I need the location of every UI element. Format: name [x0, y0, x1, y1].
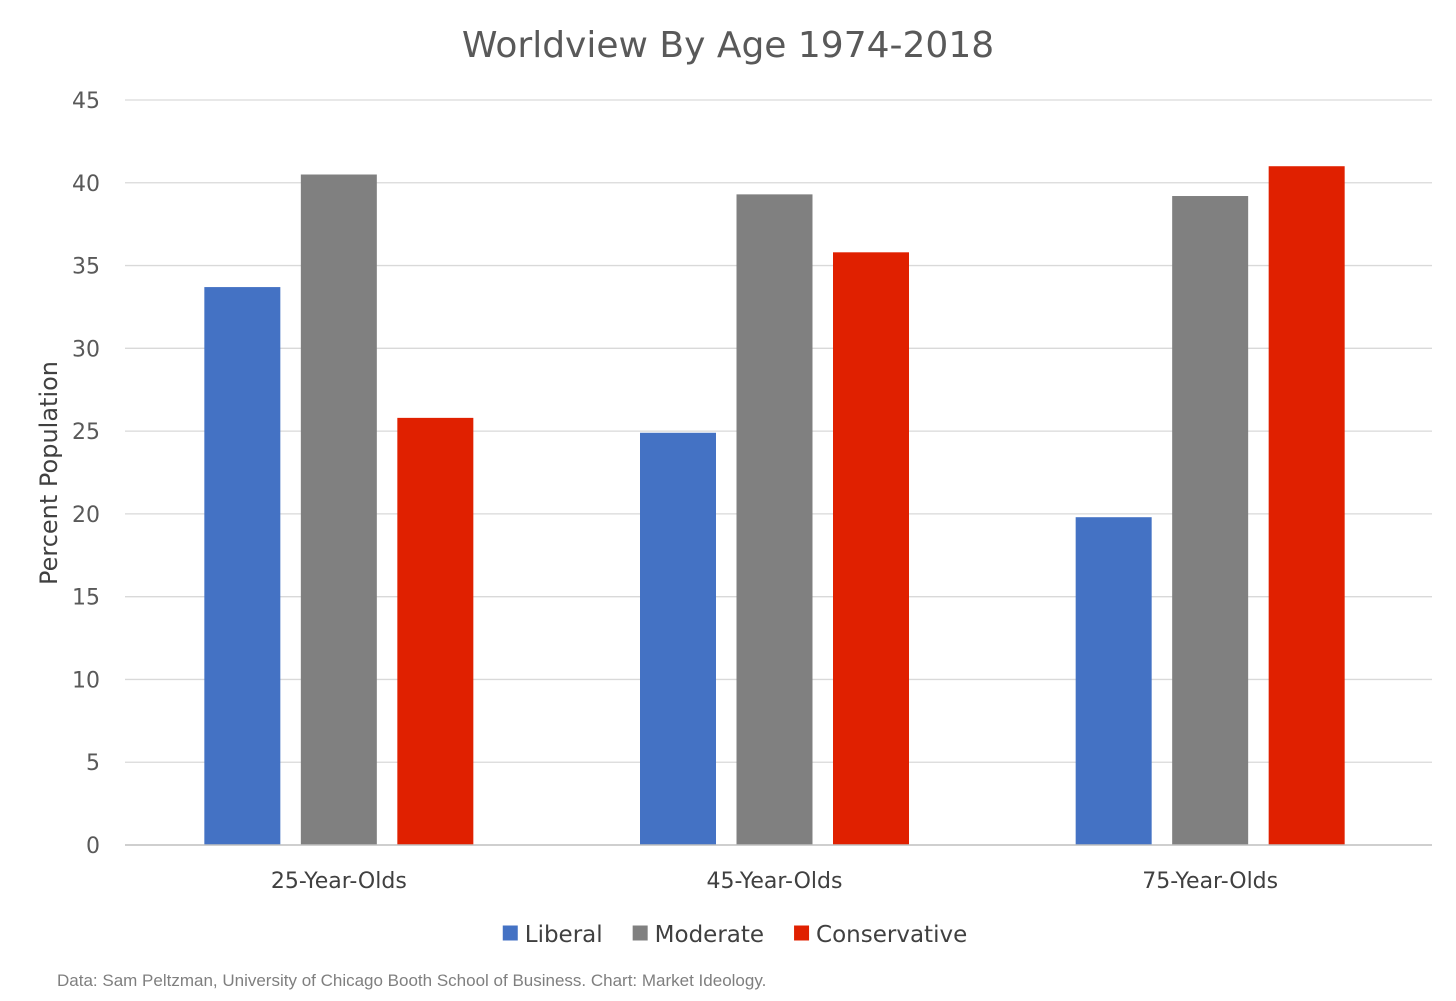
y-tick-label: 10 — [72, 668, 100, 693]
legend-item-moderate: Moderate — [632, 922, 764, 948]
y-tick-label: 25 — [72, 420, 100, 445]
y-tick-label: 40 — [72, 172, 100, 197]
legend-item-conservative: Conservative — [794, 922, 967, 948]
bar-liberal-2 — [640, 432, 716, 845]
y-tick-labels: 0 5 10 15 20 25 30 35 40 45 — [72, 89, 100, 859]
bar-conservative-1 — [397, 417, 474, 845]
x-tick-label: 75-Year-Olds — [1142, 869, 1278, 894]
y-tick-label: 45 — [72, 89, 100, 114]
bars — [204, 166, 1345, 846]
y-axis-label: Percent Population — [35, 361, 63, 585]
legend-label: Liberal — [525, 922, 603, 948]
legend-label: Conservative — [816, 922, 967, 948]
source-note: Data: Sam Peltzman, University of Chicag… — [57, 971, 766, 990]
x-tick-label: 25-Year-Olds — [271, 869, 407, 894]
y-tick-label: 35 — [72, 255, 100, 280]
bar-liberal-3 — [1075, 517, 1152, 845]
bar-conservative-2 — [833, 252, 909, 846]
bar-conservative-3 — [1268, 166, 1345, 845]
legend-label: Moderate — [655, 922, 764, 948]
bar-moderate-2 — [736, 194, 813, 845]
legend-swatch — [632, 925, 648, 941]
x-tick-labels: 25-Year-Olds 45-Year-Olds 75-Year-Olds — [271, 869, 1278, 894]
chart-title: Worldview By Age 1974-2018 — [462, 25, 994, 66]
y-tick-label: 20 — [72, 503, 100, 528]
y-tick-label: 0 — [86, 834, 100, 859]
legend: Liberal Moderate Conservative — [502, 922, 967, 948]
legend-item-liberal: Liberal — [502, 922, 603, 948]
bar-moderate-3 — [1172, 196, 1249, 845]
y-tick-label: 15 — [72, 586, 100, 611]
y-tick-label: 5 — [86, 751, 100, 776]
bar-moderate-1 — [300, 174, 377, 845]
legend-swatch — [502, 925, 518, 941]
legend-swatch — [794, 925, 810, 941]
bar-liberal-1 — [204, 287, 281, 846]
y-tick-label: 30 — [72, 337, 100, 362]
x-tick-label: 45-Year-Olds — [707, 869, 843, 894]
